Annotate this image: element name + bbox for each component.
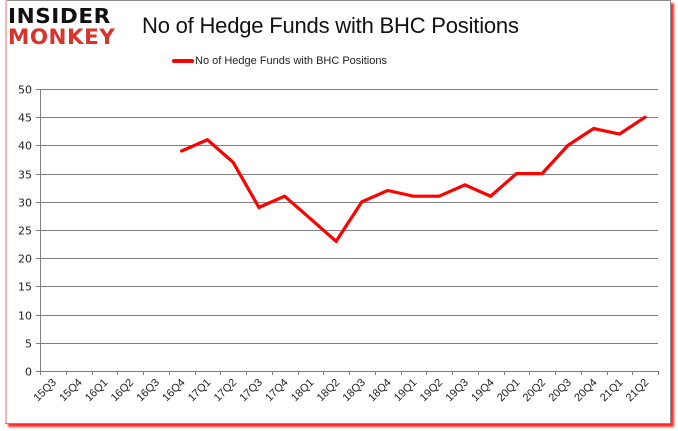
y-tick-label: 10	[18, 310, 32, 323]
x-tick-label: 18Q4	[366, 377, 394, 405]
x-tick-label: 18Q2	[315, 377, 343, 405]
logo-line-insider: INSIDER	[8, 4, 111, 28]
y-tick-label: 35	[18, 169, 32, 182]
series-line	[180, 115, 647, 244]
x-tick-label: 18Q3	[340, 377, 368, 405]
x-tick-label: 17Q1	[186, 377, 214, 405]
x-tick-label: 16Q2	[109, 377, 137, 405]
x-tick-label: 20Q4	[572, 377, 600, 405]
chart-legend: No of Hedge Funds with BHC Positions	[172, 55, 387, 67]
x-tick-label: 19Q3	[443, 377, 471, 405]
x-tick-label: 21Q2	[624, 377, 652, 405]
x-tick-label: 15Q4	[57, 377, 85, 405]
x-tick-label: 17Q2	[212, 377, 240, 405]
y-tick-label: 0	[25, 366, 32, 379]
legend-line-swatch-icon	[172, 59, 194, 63]
y-tick-label: 45	[18, 112, 32, 125]
y-tick-label: 40	[18, 140, 32, 153]
x-tick-label: 17Q3	[237, 377, 265, 405]
y-tick-label: 50	[18, 84, 32, 97]
x-tick-label: 16Q1	[83, 377, 111, 405]
y-tick-label: 5	[25, 338, 32, 351]
legend-label: No of Hedge Funds with BHC Positions	[195, 55, 387, 67]
x-tick-label: 19Q4	[469, 377, 497, 405]
x-tick-label: 20Q3	[546, 377, 574, 405]
x-tick-label: 19Q1	[392, 377, 420, 405]
chart-frame	[5, 0, 671, 424]
x-tick-label: 15Q3	[31, 377, 59, 405]
x-tick-label: 17Q4	[263, 377, 291, 405]
insider-monkey-logo: INSIDER MONKEY	[8, 6, 128, 48]
x-tick-label: 20Q1	[495, 377, 523, 405]
x-tick-label: 18Q1	[289, 377, 317, 405]
x-tick-label: 21Q1	[598, 377, 626, 405]
x-tick-label: 19Q2	[418, 377, 446, 405]
logo-line-monkey: MONKEY	[8, 25, 116, 49]
y-tick-label: 20	[18, 253, 32, 266]
chart-title: No of Hedge Funds with BHC Positions	[142, 13, 519, 38]
frame-edge	[5, 0, 7, 423]
y-tick-label: 15	[18, 281, 32, 294]
y-tick-label: 25	[18, 225, 32, 238]
x-tick-label: 16Q3	[134, 377, 162, 405]
x-tick-label: 16Q4	[160, 377, 188, 405]
y-tick-label: 30	[18, 197, 32, 210]
x-tick-label: 20Q2	[521, 377, 549, 405]
